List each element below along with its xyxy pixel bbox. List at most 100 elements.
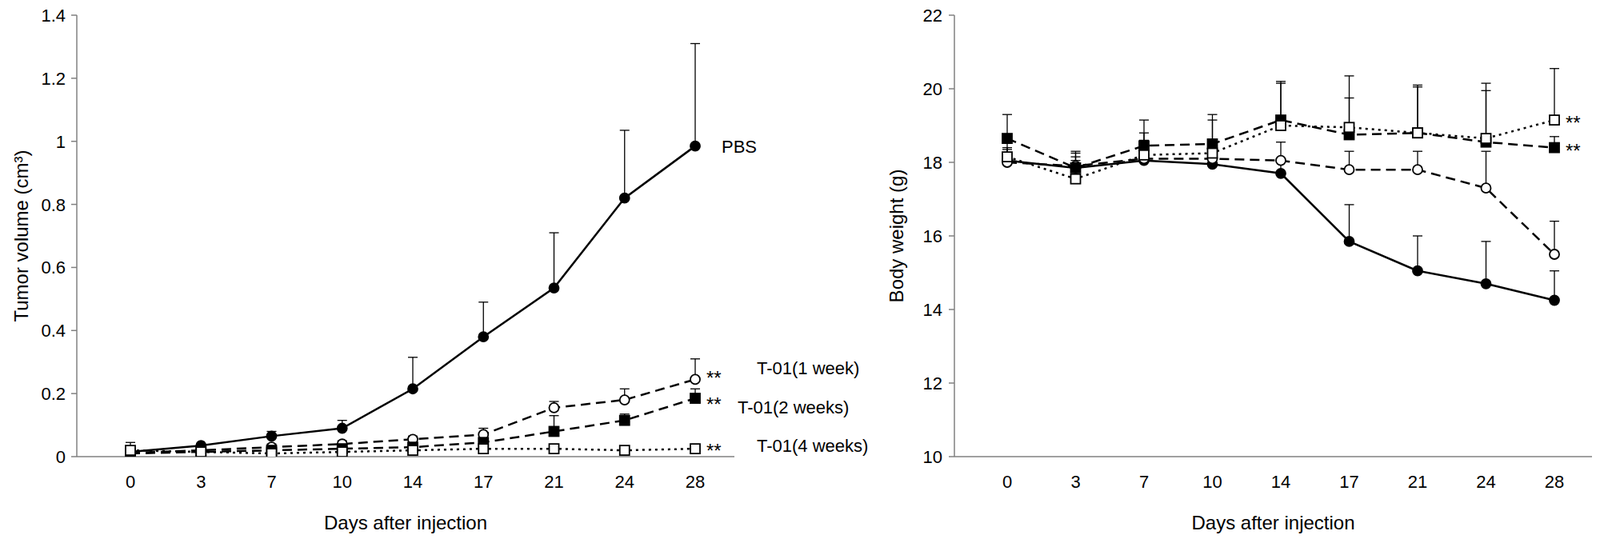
y-tick xyxy=(948,88,955,90)
y-axis-title: Tumor volume (cm³) xyxy=(10,149,32,322)
chart: 00.20.40.60.811.21.4037101417212428Days … xyxy=(10,5,869,534)
error-bar xyxy=(549,232,560,288)
error-stem xyxy=(1348,76,1350,128)
marker xyxy=(1481,279,1492,289)
y-tick-label: 10 xyxy=(923,447,943,468)
x-tick-label: 7 xyxy=(1139,472,1149,492)
error-cap xyxy=(620,413,630,415)
x-tick-label: 10 xyxy=(1202,472,1222,492)
series-line xyxy=(1007,120,1555,180)
x-axis-title: Days after injection xyxy=(1191,512,1355,534)
marker xyxy=(267,431,277,441)
series-line xyxy=(1007,160,1555,301)
marker xyxy=(478,332,488,342)
marker xyxy=(1071,163,1081,173)
error-bar xyxy=(620,130,630,199)
marker xyxy=(1344,236,1355,247)
marker xyxy=(1208,139,1218,149)
x-tick-label: 24 xyxy=(615,472,635,492)
error-cap xyxy=(1549,68,1560,69)
marker xyxy=(1412,128,1423,138)
error-cap xyxy=(1208,119,1218,120)
error-cap xyxy=(549,415,560,416)
marker xyxy=(690,444,700,454)
marker xyxy=(1276,120,1286,131)
x-tick-label: 0 xyxy=(125,472,136,492)
marker xyxy=(1481,133,1492,144)
marker xyxy=(337,424,348,434)
plot-area xyxy=(1002,68,1560,306)
error-cap xyxy=(1481,240,1492,242)
series-line xyxy=(130,146,696,452)
error-cap xyxy=(1208,114,1218,116)
marker xyxy=(690,374,700,384)
marker xyxy=(690,141,700,152)
error-cap xyxy=(620,129,630,131)
y-tick xyxy=(948,161,955,164)
y-tick xyxy=(71,14,77,16)
x-tick-label: 17 xyxy=(473,472,493,492)
marker xyxy=(1344,164,1355,175)
series-label: T-01(4 weeks) xyxy=(756,436,868,456)
error-cap xyxy=(1071,152,1081,154)
y-tick-label: 0.4 xyxy=(40,320,66,341)
y-tick-label: 0 xyxy=(56,447,66,468)
x-tick-label: 21 xyxy=(544,472,564,492)
marker xyxy=(1549,115,1560,125)
x-tick-label: 3 xyxy=(196,472,206,492)
x-axis xyxy=(76,456,735,458)
error-cap xyxy=(1344,151,1355,152)
marker xyxy=(267,448,277,457)
marker xyxy=(1276,168,1286,179)
error-cap xyxy=(1344,75,1355,76)
y-tick-label: 0.8 xyxy=(40,195,66,216)
marker xyxy=(1412,128,1423,138)
marker xyxy=(1208,148,1218,159)
error-cap xyxy=(690,358,700,360)
x-tick-label: 24 xyxy=(1476,472,1496,492)
error-cap xyxy=(690,43,700,44)
y-tick xyxy=(948,235,955,237)
x-tick-label: 14 xyxy=(1271,472,1291,492)
series-line xyxy=(1007,158,1555,255)
marker xyxy=(1549,249,1560,260)
y-tick xyxy=(948,14,955,16)
marker xyxy=(1412,164,1423,175)
marker xyxy=(620,445,630,456)
y-tick xyxy=(71,392,77,395)
y-tick xyxy=(71,204,77,206)
marker xyxy=(125,445,136,456)
marker xyxy=(1139,150,1149,160)
error-cap xyxy=(478,428,488,429)
y-tick-label: 0.6 xyxy=(40,257,66,278)
error-bar xyxy=(1139,149,1149,161)
error-stem xyxy=(624,130,625,199)
marker xyxy=(549,444,560,454)
error-cap xyxy=(1412,84,1423,86)
error-cap xyxy=(1412,151,1423,152)
y-tick xyxy=(948,308,955,311)
x-tick-label: 14 xyxy=(403,472,423,492)
marker xyxy=(1549,296,1560,306)
error-cap xyxy=(1412,235,1423,236)
error-bar xyxy=(1481,83,1492,139)
significance-mark: ** xyxy=(706,393,722,416)
error-cap xyxy=(549,232,560,233)
marker xyxy=(1002,152,1012,162)
figure: 00.20.40.60.811.21.4037101417212428Days … xyxy=(0,0,1600,543)
marker xyxy=(620,193,630,204)
marker xyxy=(1549,143,1560,153)
error-bar xyxy=(1276,81,1286,126)
error-cap xyxy=(1276,80,1286,82)
x-axis-title: Days after injection xyxy=(324,512,488,534)
y-tick xyxy=(71,77,77,80)
error-cap xyxy=(1002,114,1012,116)
y-tick xyxy=(71,330,77,332)
marker xyxy=(1071,174,1081,184)
error-cap xyxy=(1344,204,1355,205)
error-bar xyxy=(1481,241,1492,284)
error-stem xyxy=(694,43,696,146)
marker xyxy=(1344,122,1355,132)
x-axis xyxy=(954,456,1592,458)
y-axis xyxy=(76,15,78,457)
